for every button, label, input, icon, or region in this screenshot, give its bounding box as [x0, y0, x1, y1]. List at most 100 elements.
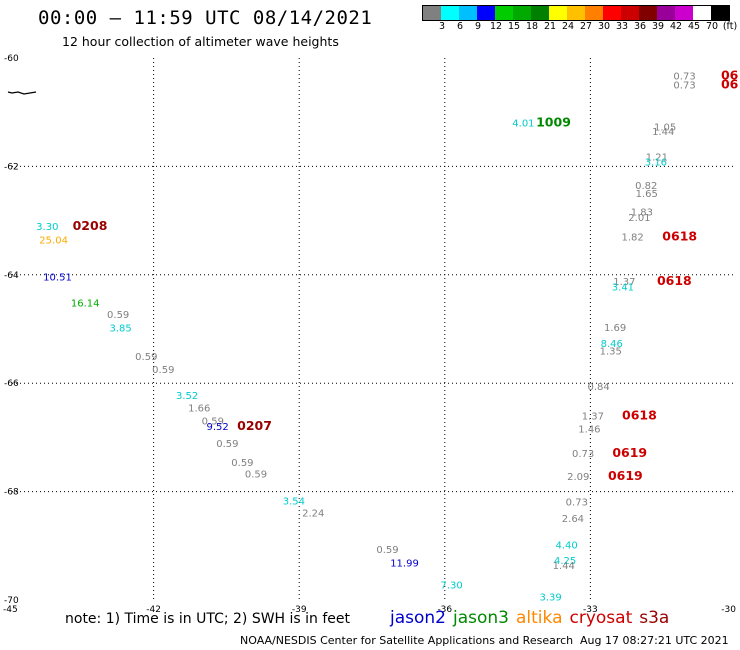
wave-height-label: 2.01 — [628, 213, 650, 224]
y-tick-label: -70 — [4, 596, 19, 606]
x-tick-label: -42 — [146, 605, 161, 615]
colorbar-label: 12 — [489, 21, 503, 32]
pass-time-label: 06 — [721, 77, 739, 92]
wave-height-label: 0.59 — [202, 417, 224, 428]
colorbar-swatch — [603, 6, 621, 20]
colorbar-label: 21 — [543, 21, 557, 32]
colorbar-label: 33 — [615, 21, 629, 32]
wave-height-label: 11.99 — [390, 559, 419, 570]
pass-time-label: 0208 — [73, 218, 108, 233]
colorbar-label: 45 — [687, 21, 701, 32]
footer-timestamp: Aug 17 08:27:21 UTC 2021 — [580, 634, 729, 647]
wave-height-label: 0.73 — [673, 81, 695, 92]
wave-height-label: 0.59 — [245, 470, 267, 481]
wave-height-label: 25.04 — [39, 236, 68, 247]
wave-height-label: 1.37 — [582, 412, 604, 423]
colorbar-label: 39 — [651, 21, 665, 32]
wave-height-label: 0.59 — [216, 439, 238, 450]
pass-time-label: 0618 — [662, 228, 697, 243]
wave-height-label: 0.82 — [635, 181, 657, 192]
y-tick-label: -62 — [4, 162, 19, 172]
x-tick-label: -45 — [3, 605, 18, 615]
colorbar-swatch — [513, 6, 531, 20]
colorbar-swatch — [477, 6, 495, 20]
wave-height-label: 8.46 — [601, 339, 623, 350]
pass-time-label: 1009 — [536, 114, 571, 129]
coastline-fragment — [7, 91, 37, 95]
colorbar-swatch — [531, 6, 549, 20]
wave-height-label: 0.73 — [673, 71, 695, 82]
x-tick-label: -36 — [437, 605, 452, 615]
wave-height-label: 0.59 — [107, 310, 129, 321]
colorbar — [422, 5, 730, 21]
colorbar-swatch — [711, 6, 729, 20]
wave-height-label: 1.82 — [621, 232, 643, 243]
wave-height-label: 3.16 — [645, 158, 667, 169]
wave-height-label: 1.35 — [600, 347, 622, 358]
legend-entry: s3a — [639, 608, 670, 628]
wave-height-label: 1.44 — [652, 127, 674, 138]
colorbar-swatch — [567, 6, 585, 20]
y-tick-label: -68 — [4, 488, 19, 498]
y-tick-label: -60 — [4, 54, 19, 64]
pass-time-label: 0619 — [612, 445, 647, 460]
wave-height-label: 0.84 — [588, 382, 610, 393]
wave-height-label: 1.44 — [553, 561, 575, 572]
colorbar-label: 6 — [456, 21, 464, 32]
wave-height-label: 1.65 — [636, 189, 658, 200]
footer-credit: NOAA/NESDIS Center for Satellite Applica… — [240, 634, 574, 647]
wave-height-label: 0.73 — [572, 449, 594, 460]
wave-height-label: 2.24 — [302, 509, 324, 520]
legend-entry: jason2 — [390, 608, 446, 628]
colorbar-label: (ft) — [722, 21, 738, 32]
y-tick-label: -66 — [4, 379, 19, 389]
wave-height-label: 1.69 — [604, 323, 626, 334]
pass-time-label: 0207 — [237, 418, 272, 433]
wave-height-label: 3.41 — [612, 283, 634, 294]
satellite-legend: jason2 jason3 altika cryosat s3a — [390, 608, 676, 628]
legend-entry: jason3 — [453, 608, 509, 628]
wave-height-label: 4.01 — [512, 118, 534, 129]
colorbar-label: 27 — [579, 21, 593, 32]
colorbar-swatch — [495, 6, 513, 20]
pass-time-label: 0618 — [622, 408, 657, 423]
wave-height-label: 1.83 — [631, 207, 653, 218]
colorbar-label: 3 — [438, 21, 446, 32]
x-tick-label: -33 — [583, 605, 598, 615]
wave-height-labels: 0.73 060.73 064.01 1009 1.051.441.213.160.82… — [36, 67, 739, 603]
wave-height-label: 1.46 — [578, 425, 600, 436]
colorbar-label: 36 — [633, 21, 647, 32]
axis-ticks: -45 -42 -39 -36 -33 -30 -60 -62 -64 -66 -68 -70 — [3, 54, 736, 615]
colorbar-label: 42 — [669, 21, 683, 32]
colorbar-swatch — [441, 6, 459, 20]
colorbar-label: 15 — [507, 21, 521, 32]
wave-height-label: 2.09 — [567, 472, 589, 483]
wave-height-label: 1.21 — [646, 153, 668, 164]
wave-height-label: 0.59 — [135, 352, 157, 363]
x-tick-label: -39 — [292, 605, 307, 615]
colorbar-label: 18 — [525, 21, 539, 32]
wave-height-label: 0.59 — [152, 365, 174, 376]
wave-height-label: 4.40 — [555, 541, 577, 552]
wave-height-label: 3.39 — [539, 593, 561, 604]
chart-subtitle: 12 hour collection of altimeter wave hei… — [62, 34, 339, 49]
wave-height-label: 0.59 — [231, 458, 253, 469]
colorbar-swatch — [639, 6, 657, 20]
x-tick-label: -30 — [721, 605, 736, 615]
colorbar-swatch — [423, 6, 441, 20]
footer-note: note: 1) Time is in UTC; 2) SWH is in fe… — [65, 611, 351, 627]
wave-height-label: 3.54 — [283, 496, 305, 507]
pass-time-label: 0618 — [657, 273, 692, 288]
legend-entry: cryosat — [569, 608, 633, 628]
gridlines — [8, 58, 736, 600]
wave-height-label: 4.25 — [554, 556, 576, 567]
y-tick-label: -64 — [4, 271, 19, 281]
colorbar-swatch — [549, 6, 567, 20]
legend-entry: altika — [516, 608, 563, 628]
wave-height-label: 9.52 — [207, 422, 229, 433]
wave-height-label: 3.30 — [36, 222, 58, 233]
pass-time-label: 0619 — [608, 468, 643, 483]
wave-height-label: 0.73 — [566, 497, 588, 508]
colorbar-label: 24 — [561, 21, 575, 32]
